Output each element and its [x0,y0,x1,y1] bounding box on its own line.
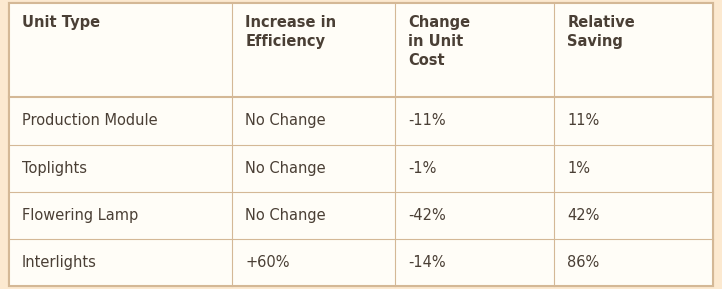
Text: -1%: -1% [408,160,437,175]
Bar [554,97,713,144]
Text: Unit Type: Unit Type [22,15,100,30]
Bar [554,238,713,286]
Text: No Change: No Change [245,208,326,223]
Text: Production Module: Production Module [22,114,157,129]
Text: No Change: No Change [245,114,326,129]
Text: +60%: +60% [245,255,290,270]
Bar [9,97,232,144]
Text: Increase in
Efficiency: Increase in Efficiency [245,15,336,49]
Text: Interlights: Interlights [22,255,97,270]
Text: -14%: -14% [408,255,445,270]
Bar [232,144,395,192]
Bar [232,97,395,144]
Bar [9,144,232,192]
Bar [395,97,554,144]
Bar [9,192,232,238]
Text: Flowering Lamp: Flowering Lamp [22,208,138,223]
Text: -42%: -42% [408,208,446,223]
Text: 11%: 11% [567,114,599,129]
Bar [395,144,554,192]
Bar [395,3,554,97]
Bar [232,238,395,286]
Bar [9,238,232,286]
Bar [9,3,232,97]
Text: Relative
Saving: Relative Saving [567,15,635,49]
Text: Toplights: Toplights [22,160,87,175]
Bar [232,192,395,238]
Text: Change
in Unit
Cost: Change in Unit Cost [408,15,470,68]
Bar [554,144,713,192]
Bar [554,3,713,97]
Text: No Change: No Change [245,160,326,175]
Bar [232,3,395,97]
Text: 42%: 42% [567,208,599,223]
Text: -11%: -11% [408,114,445,129]
Bar [554,192,713,238]
Bar [395,238,554,286]
Bar [395,192,554,238]
Text: 86%: 86% [567,255,599,270]
Text: 1%: 1% [567,160,590,175]
